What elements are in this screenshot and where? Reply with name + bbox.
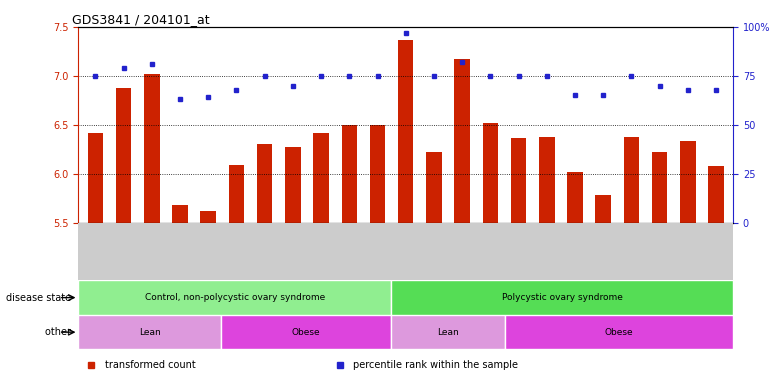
Bar bbox=[391, 280, 733, 315]
Bar bbox=[596, 195, 611, 223]
Bar bbox=[391, 315, 506, 349]
Bar bbox=[370, 125, 385, 223]
Bar bbox=[314, 132, 328, 223]
Bar bbox=[144, 74, 159, 223]
Bar bbox=[201, 211, 216, 223]
Bar bbox=[88, 132, 103, 223]
Text: Lean: Lean bbox=[139, 328, 161, 337]
Text: Obese: Obese bbox=[605, 328, 633, 337]
Bar bbox=[539, 137, 554, 223]
Bar bbox=[483, 123, 498, 223]
Bar bbox=[285, 147, 300, 223]
Text: other: other bbox=[45, 327, 74, 337]
Bar bbox=[652, 152, 667, 223]
Bar bbox=[624, 137, 639, 223]
Text: transformed count: transformed count bbox=[104, 360, 195, 370]
Bar bbox=[172, 205, 187, 223]
Bar bbox=[455, 59, 470, 223]
Bar bbox=[257, 144, 272, 223]
Bar bbox=[568, 172, 583, 223]
Bar bbox=[398, 40, 413, 223]
Text: Polycystic ovary syndrome: Polycystic ovary syndrome bbox=[502, 293, 622, 302]
Bar bbox=[511, 137, 526, 223]
Bar bbox=[506, 315, 733, 349]
Text: Lean: Lean bbox=[437, 328, 459, 337]
Bar bbox=[426, 152, 441, 223]
Text: percentile rank within the sample: percentile rank within the sample bbox=[354, 360, 518, 370]
Text: Obese: Obese bbox=[292, 328, 321, 337]
Text: Control, non-polycystic ovary syndrome: Control, non-polycystic ovary syndrome bbox=[145, 293, 325, 302]
Bar bbox=[221, 315, 391, 349]
Bar bbox=[342, 125, 357, 223]
Bar bbox=[681, 141, 695, 223]
Bar bbox=[116, 88, 131, 223]
Bar bbox=[709, 166, 724, 223]
Bar bbox=[78, 315, 221, 349]
Text: GDS3841 / 204101_at: GDS3841 / 204101_at bbox=[72, 13, 209, 26]
Bar bbox=[229, 165, 244, 223]
Text: disease state: disease state bbox=[6, 293, 74, 303]
Bar bbox=[78, 280, 391, 315]
